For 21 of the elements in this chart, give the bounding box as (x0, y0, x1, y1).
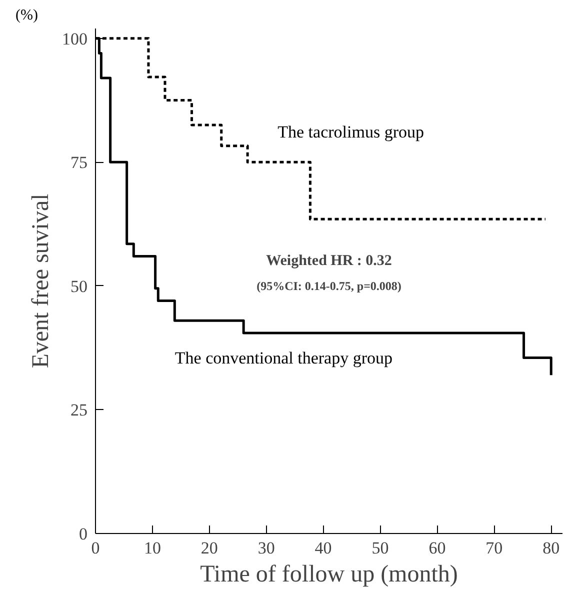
text: (%) (16, 8, 38, 24)
annotation: Weighted HR : 0.32 (266, 252, 392, 269)
y-tick-label: 75 (70, 153, 88, 172)
y-tick-label: 0 (79, 524, 88, 544)
x-axis-title: Time of follow up (month) (200, 562, 458, 588)
x-tick-label: 60 (428, 538, 446, 558)
y-axis-title: Event free suvival (28, 193, 54, 368)
series-label: The conventional therapy group (174, 348, 393, 368)
annotation: (95%CI: 0.14-0.75, p=0.008) (256, 279, 402, 294)
series-label: The tacrolimus group (278, 122, 424, 142)
x-tick-label: 30 (258, 538, 275, 558)
x-tick-label: 50 (372, 538, 389, 558)
y-tick-label: 50 (70, 276, 88, 296)
y-tick-label: 25 (70, 400, 88, 420)
y-tick-label: 100 (62, 29, 88, 48)
x-tick-label: 0 (91, 538, 100, 558)
x-tick-label: 20 (200, 538, 218, 558)
x-tick-label: 80 (542, 538, 560, 558)
x-tick-label: 70 (486, 538, 503, 558)
x-tick-label: 10 (144, 538, 161, 558)
x-tick-label: 40 (314, 538, 332, 558)
